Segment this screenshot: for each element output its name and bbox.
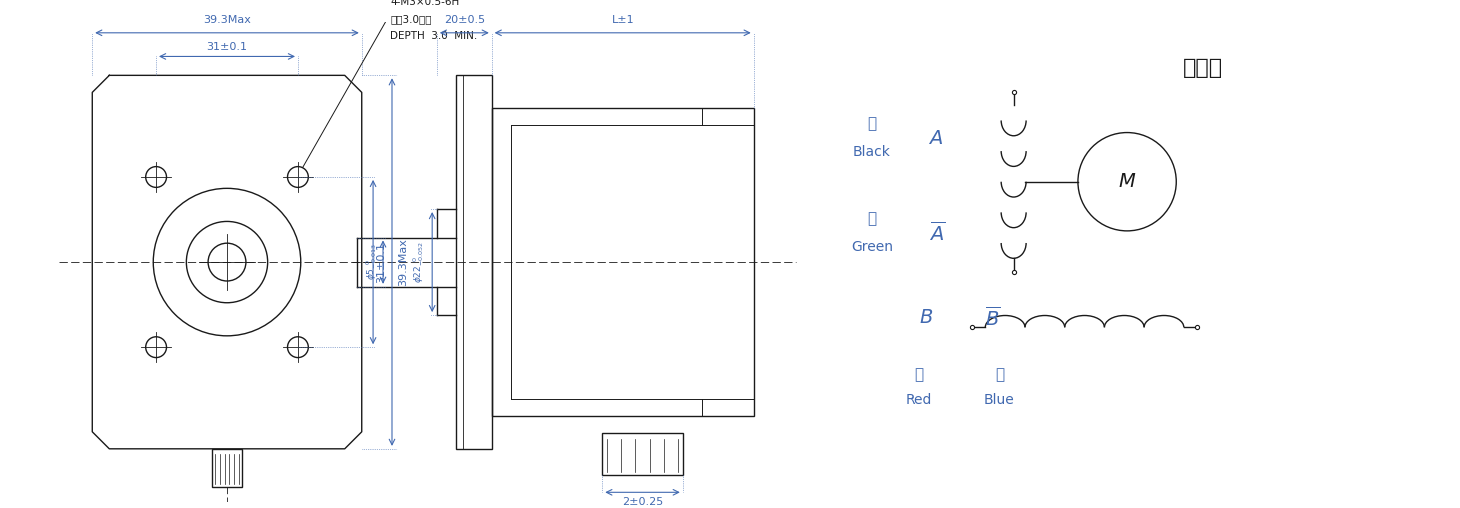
Text: B: B [920,308,933,327]
Text: 蓝: 蓝 [994,367,1004,382]
Text: 39.3Max: 39.3Max [203,15,251,25]
Text: Black: Black [853,145,891,160]
Bar [212,449,242,487]
Text: $\phi$5$^{\ \ 0}_{-0.013}$: $\phi$5$^{\ \ 0}_{-0.013}$ [365,244,380,280]
Text: $\overline{B}$: $\overline{B}$ [986,306,1000,330]
Text: L±1: L±1 [612,15,634,25]
Text: 综: 综 [867,211,876,226]
Text: Green: Green [851,240,894,254]
Bar [603,433,683,475]
Text: 红: 红 [914,367,924,382]
Text: 黑: 黑 [867,116,876,132]
Text: DEPTH  3.0  MIN.: DEPTH 3.0 MIN. [390,31,477,41]
Text: Blue: Blue [984,393,1015,407]
Text: M: M [1118,172,1136,191]
Bar [456,75,492,449]
Bar [492,108,753,416]
Text: 31±0.1: 31±0.1 [375,242,385,282]
Text: 2±0.25: 2±0.25 [622,497,663,507]
Text: 接线图: 接线图 [1183,58,1223,78]
Text: A: A [929,129,942,148]
Text: 孔挨3.0以上: 孔挨3.0以上 [390,14,432,24]
Text: 39.3Max: 39.3Max [399,238,409,286]
Text: Red: Red [905,393,933,407]
Text: 20±0.5: 20±0.5 [444,15,485,25]
Text: 4-M3×0.5-6H: 4-M3×0.5-6H [390,0,460,7]
Text: $\overline{A}$: $\overline{A}$ [929,221,945,244]
Text: 31±0.1: 31±0.1 [206,42,248,52]
Text: $\phi$22$^{\ \ 0}_{-0.052}$: $\phi$22$^{\ \ 0}_{-0.052}$ [410,241,425,283]
